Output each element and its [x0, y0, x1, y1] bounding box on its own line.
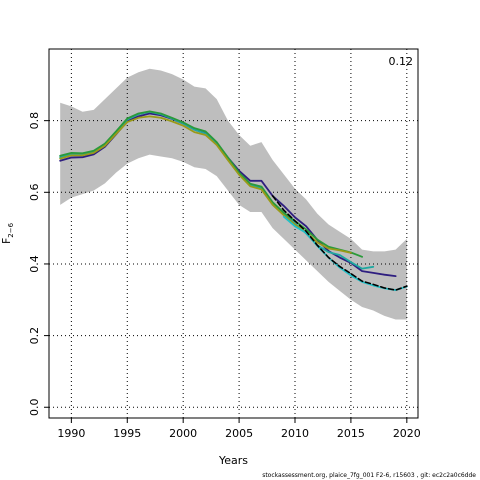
x-tick-label: 2020 [393, 427, 421, 440]
y-axis-title: F2−6 [0, 222, 15, 244]
series-layer [59, 110, 408, 292]
y-axis-title-main: F [0, 238, 13, 244]
y-tick-label: 0.0 [28, 399, 41, 417]
x-tick-label: 1995 [113, 427, 141, 440]
x-tick-label: 2015 [337, 427, 365, 440]
y-tick-label: 0.2 [28, 327, 41, 345]
footer-note: stockassessment.org, plaice_7fg_001 F2-6… [262, 472, 476, 479]
series-line [271, 195, 408, 291]
y-tick-label: 0.8 [28, 112, 41, 130]
x-axis-title: Years [218, 454, 248, 467]
axis-layer: 1990 1995 2000 2005 2010 2015 2020 0.0 0.2 0.4 0.6… [28, 112, 421, 440]
x-tick-label: 2010 [281, 427, 309, 440]
series-line [282, 215, 408, 292]
y-tick-label: 0.4 [28, 255, 41, 273]
corner-label: 0.12 [389, 55, 414, 68]
confidence-band-layer [60, 68, 407, 320]
x-tick-label: 2000 [169, 427, 197, 440]
grid-layer [49, 49, 418, 418]
plot-frame [48, 48, 419, 419]
series-line [59, 110, 363, 258]
y-tick-label: 0.6 [28, 184, 41, 202]
confidence-band [60, 68, 407, 320]
y-axis-title-sub: 2−6 [7, 222, 15, 237]
x-tick-label: 1990 [57, 427, 85, 440]
x-tick-label: 2005 [225, 427, 253, 440]
